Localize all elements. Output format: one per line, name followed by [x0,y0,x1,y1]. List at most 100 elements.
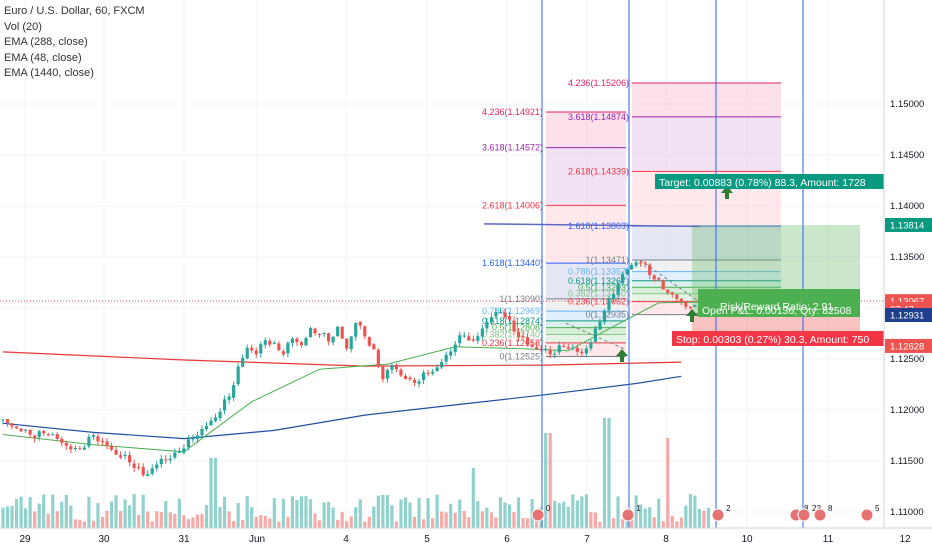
volume-bar [42,494,46,528]
candle-body [155,464,159,469]
volume-bar [173,513,177,528]
candle-body [453,344,457,352]
fib2-zone [632,82,781,117]
volume-bar [544,433,548,528]
volume-bar [462,511,466,528]
candle-body [204,425,209,430]
candle-body [399,369,403,376]
candle-body [254,350,258,355]
legend-ema-1440[interactable]: EMA (1440, close) [4,67,94,79]
legend-ema-48[interactable]: EMA (48, close) [4,51,82,64]
candle-body [630,264,634,270]
event-flag-count: 8 [828,504,833,513]
price-axis-tick: 1.11500 [890,456,924,467]
candle-body [575,347,579,352]
candle-body [164,459,168,461]
volume-bar [250,507,254,528]
position-stop-label: Stop: 0.00303 (0.27%) 30.3, Amount: 750 [676,334,869,346]
volume-bar [227,511,231,528]
volume-bar [132,494,136,528]
candle-body [46,434,50,436]
volume-bar [571,494,575,528]
volume-bar [182,515,186,528]
candle-body [250,347,254,351]
volume-bar [304,496,308,528]
candle-body [602,311,607,323]
volume-bar [489,512,493,528]
candle-body [634,262,638,266]
volume-bar [268,518,272,528]
volume-bar [702,510,706,528]
candle-body [467,336,471,341]
volume-bar [299,496,304,528]
candle-body [435,367,439,372]
candle-body [440,362,444,368]
event-flag-count: 5 [875,504,880,513]
volume-bar [204,505,209,528]
candle-body [69,446,73,450]
volume-bar [209,458,213,528]
candle-body [480,328,484,337]
candle-body [471,339,475,341]
candle-body [507,316,512,320]
volume-bar [358,499,362,528]
fib1-zone [546,320,626,328]
volume-bar [281,498,285,528]
candle-body [1,419,5,421]
candle-body [55,434,59,439]
fib1-zone [546,112,626,148]
chart-legend: Euro / U.S. Dollar, 60, FXCM Vol (20) EM… [4,4,145,82]
fib1-level-label: 2.618(1.14006) [482,200,543,210]
volume-bar [367,516,371,528]
candle-body [444,354,448,362]
volume-bar [100,517,105,528]
position-target-label: Target: 0.00883 (0.78%) 88.3, Amount: 17… [659,177,866,189]
fib1-zone [546,298,626,312]
fib2-zone [632,226,781,260]
volume-bar [164,501,168,528]
volume-bar [440,511,444,528]
volume-bar [535,516,539,528]
candle-body [182,448,186,453]
volume-bar [607,418,611,528]
fib2-level-label: 4.236(1.15206) [568,78,629,88]
candle-body [60,438,64,443]
volume-bar [313,513,317,528]
candle-body [431,371,435,374]
volume-bar [78,519,82,528]
price-axis-tick: 1.12500 [890,354,924,365]
candle-body [354,322,358,337]
event-flag-icon [711,508,725,522]
candle-body [336,326,340,336]
candle-body [42,431,46,434]
volume-bar [277,521,281,528]
candle-body [100,440,105,442]
candle-body [218,411,222,419]
volume-bar [399,499,403,528]
candle-body [232,385,236,398]
candle-body [51,434,55,436]
volume-bar [259,514,263,528]
candle-body [91,435,96,437]
candle-body [146,474,150,476]
legend-volume[interactable]: Vol (20) [4,20,42,33]
candle-body [584,348,588,354]
volume-bar [611,518,616,528]
legend-ema-288[interactable]: EMA (288, close) [4,36,88,48]
volume-bar [150,521,154,528]
candle-body [385,369,389,379]
position-pnl-label: Open P&L: 0.00136, Qty: 82508 [702,305,852,317]
volume-bar [670,516,674,528]
legend-symbol[interactable]: Euro / U.S. Dollar, 60, FXCM [4,5,145,17]
candle-body [358,321,362,326]
candle-body [675,294,679,299]
volume-bar [109,501,114,528]
volume-bar [82,521,86,528]
fib2-level-label: 2.618(1.14339) [568,166,629,176]
volume-bar [295,499,299,528]
time-axis-tick: 30 [98,534,110,545]
horizontal-level-line [483,223,701,228]
price-axis-tick: 1.15000 [890,99,924,110]
